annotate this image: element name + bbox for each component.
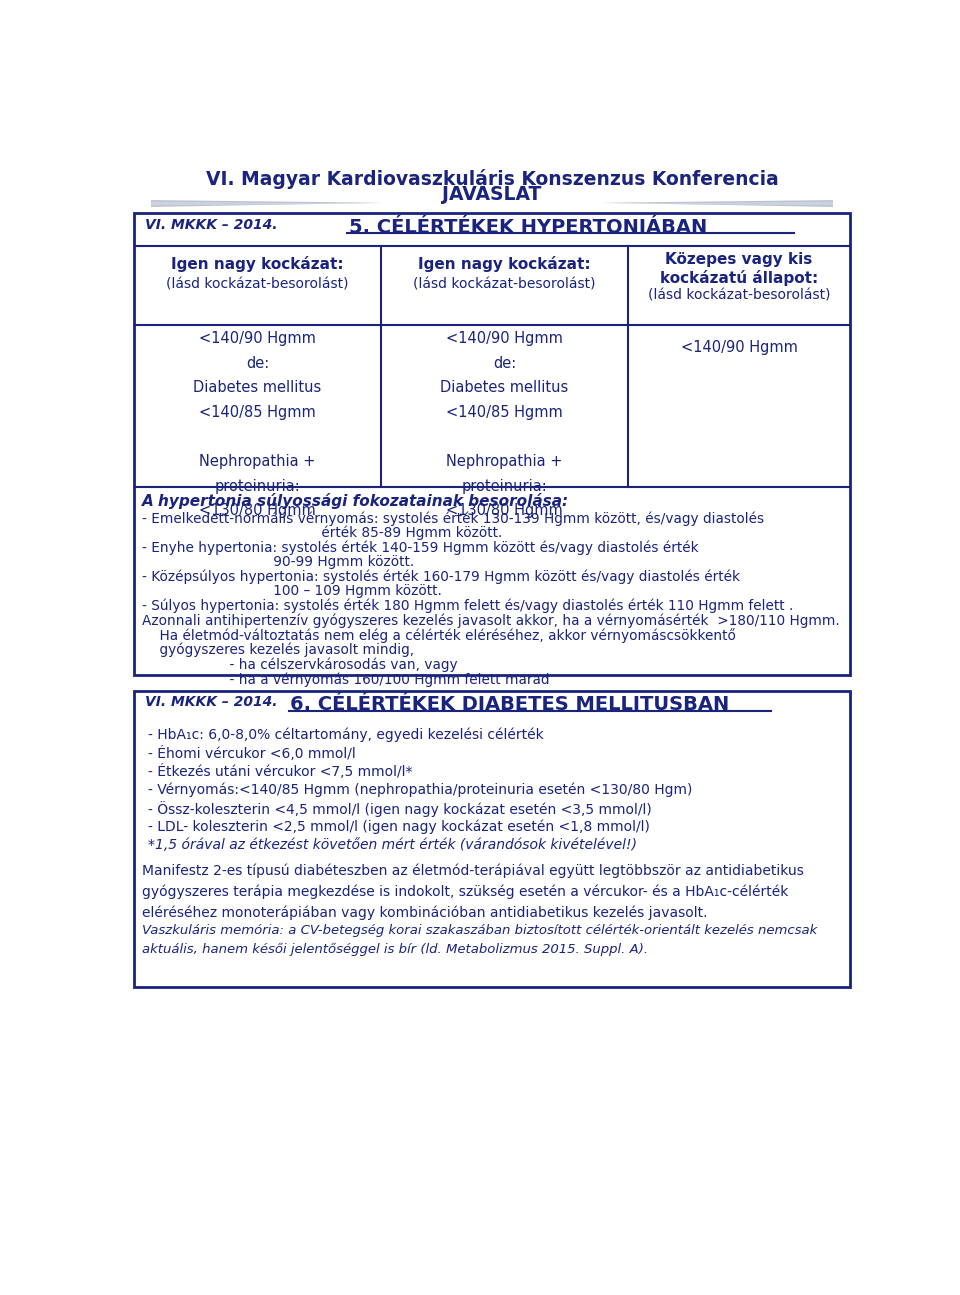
Text: <140/90 Hgmm
de:
Diabetes mellitus
<140/85 Hgmm

Nephropathia +
proteinuria:
<13: <140/90 Hgmm de: Diabetes mellitus <140/… (441, 332, 568, 518)
Text: - LDL- koleszterin <2,5 mmol/l (igen nagy kockázat esetén <1,8 mmol/l): - LDL- koleszterin <2,5 mmol/l (igen nag… (148, 820, 650, 834)
Text: - Vérnyomás:<140/85 Hgmm (nephropathia/proteinuria esetén <130/80 Hgm): - Vérnyomás:<140/85 Hgmm (nephropathia/p… (148, 783, 692, 798)
Polygon shape (151, 199, 383, 207)
Text: Ha életmód-változtatás nem elég a célérték eléréséhez, akkor vérnyomáscsökkentő: Ha életmód-változtatás nem elég a célért… (142, 628, 735, 644)
Text: (lásd kockázat-besorolást): (lásd kockázat-besorolást) (166, 277, 348, 291)
Text: Manifestz 2-es típusú diabéteszben az életmód-terápiával együtt legtöbbször az a: Manifestz 2-es típusú diabéteszben az él… (142, 864, 804, 919)
Text: (lásd kockázat-besorolást): (lásd kockázat-besorolást) (414, 277, 596, 291)
Text: Igen nagy kockázat:: Igen nagy kockázat: (171, 255, 344, 272)
Text: (lásd kockázat-besorolást): (lásd kockázat-besorolást) (648, 289, 830, 303)
Text: Vaszkuláris memória: a CV-betegség korai szakaszában biztosított célérték-orient: Vaszkuláris memória: a CV-betegség korai… (142, 923, 817, 956)
Bar (134, 690, 850, 987)
Text: <140/90 Hgmm
de:
Diabetes mellitus
<140/85 Hgmm

Nephropathia +
proteinuria:
<13: <140/90 Hgmm de: Diabetes mellitus <140/… (193, 332, 322, 518)
Text: - ha a vérnyomás 160/100 Hgmm felett marad: - ha a vérnyomás 160/100 Hgmm felett mar… (142, 672, 549, 686)
Text: 100 – 109 Hgmm között.: 100 – 109 Hgmm között. (142, 584, 442, 598)
Text: Közepes vagy kis
kockázatú állapot:: Közepes vagy kis kockázatú állapot: (660, 253, 818, 286)
Text: érték 85-89 Hgmm között.: érték 85-89 Hgmm között. (142, 526, 502, 540)
Text: JAVASLAT: JAVASLAT (443, 185, 541, 203)
Text: - ha célszervkárosodás van, vagy: - ha célszervkárosodás van, vagy (142, 658, 457, 672)
Text: Igen nagy kockázat:: Igen nagy kockázat: (419, 255, 590, 272)
Text: *1,5 órával az étkezést követően mért érték (várandósok kivételével!): *1,5 órával az étkezést követően mért ér… (148, 838, 636, 852)
Text: - Súlyos hypertonia: systolés érték 180 Hgmm felett és/vagy diastolés érték 110 : - Súlyos hypertonia: systolés érték 180 … (142, 598, 793, 614)
Text: Azonnali antihipertenzív gyógyszeres kezelés javasolt akkor, ha a vérnyomásérték: Azonnali antihipertenzív gyógyszeres kez… (142, 614, 839, 628)
Polygon shape (601, 202, 833, 206)
Text: VI. Magyar Kardiovaszkuláris Konszenzus Konferencia: VI. Magyar Kardiovaszkuláris Konszenzus … (205, 170, 779, 189)
Bar (134, 214, 850, 675)
Text: VI. MKKK – 2014.: VI. MKKK – 2014. (145, 218, 277, 232)
Text: <140/90 Hgmm: <140/90 Hgmm (681, 341, 798, 355)
Text: - Össz-koleszterin <4,5 mmol/l (igen nagy kockázat esetén <3,5 mmol/l): - Össz-koleszterin <4,5 mmol/l (igen nag… (148, 802, 652, 817)
Polygon shape (601, 199, 833, 207)
Text: VI. MKKK – 2014.: VI. MKKK – 2014. (145, 695, 277, 710)
Text: - Éhomi vércukor <6,0 mmol/l: - Éhomi vércukor <6,0 mmol/l (148, 746, 355, 761)
Text: 6. CÉLÉRTÉKEK DIABETES MELLITUSBAN: 6. CÉLÉRTÉKEK DIABETES MELLITUSBAN (291, 695, 730, 714)
Text: - Enyhe hypertonia: systolés érték 140-159 Hgmm között és/vagy diastolés érték: - Enyhe hypertonia: systolés érték 140-1… (142, 540, 698, 554)
Text: gyógyszeres kezelés javasolt mindig,: gyógyszeres kezelés javasolt mindig, (142, 642, 414, 658)
Text: 90-99 Hgmm között.: 90-99 Hgmm között. (142, 556, 414, 569)
Text: - Középsúlyos hypertonia: systolés érték 160-179 Hgmm között és/vagy diastolés é: - Középsúlyos hypertonia: systolés érték… (142, 570, 740, 584)
Text: - Emelkedett-normális vérnyomás: systolés érték 130-139 Hgmm között, és/vagy dia: - Emelkedett-normális vérnyomás: systolé… (142, 512, 764, 526)
Text: - HbA₁c: 6,0-8,0% céltartomány, egyedi kezelési célérték: - HbA₁c: 6,0-8,0% céltartomány, egyedi k… (148, 728, 543, 742)
Text: 5. CÉLÉRTÉKEK HYPERTONIÁBAN: 5. CÉLÉRTÉKEK HYPERTONIÁBAN (348, 218, 707, 237)
Text: - Étkezés utáni vércukor <7,5 mmol/l*: - Étkezés utáni vércukor <7,5 mmol/l* (148, 764, 413, 780)
Text: A hypertonia súlyossági fokozatainak besorolása:: A hypertonia súlyossági fokozatainak bes… (142, 492, 569, 509)
Polygon shape (151, 202, 383, 206)
